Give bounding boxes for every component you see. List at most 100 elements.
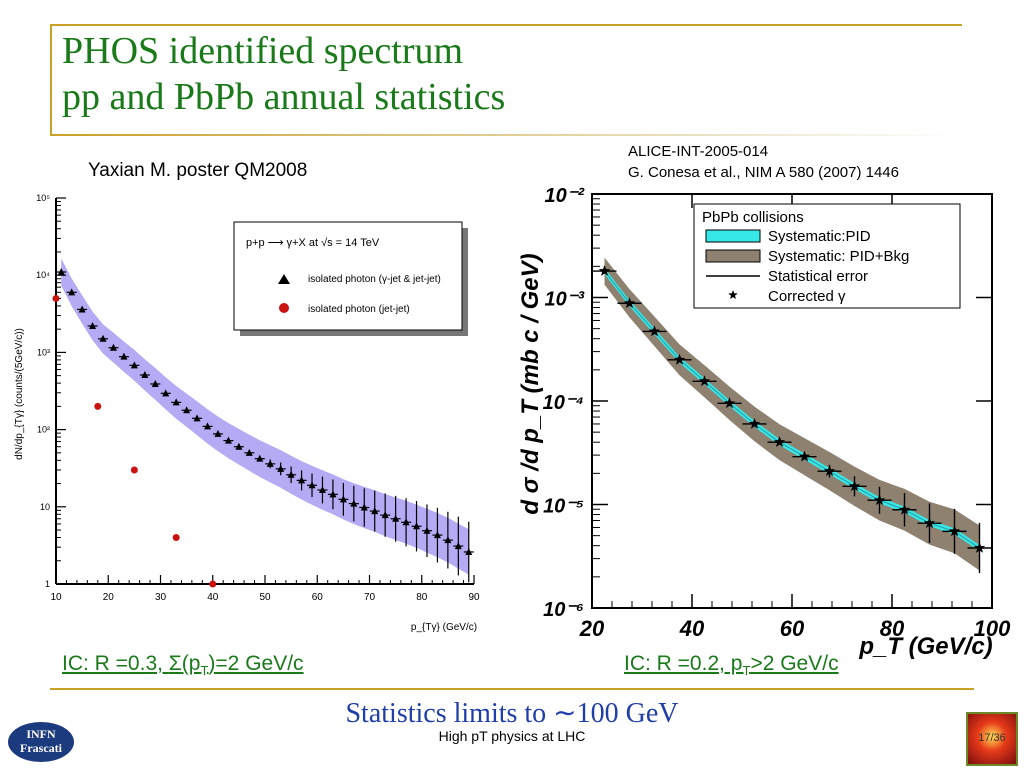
- x-tick-label: 80: [416, 592, 428, 603]
- triangle-point: [287, 470, 295, 478]
- triangle-point: [318, 486, 326, 494]
- x-tick-label: 60: [312, 592, 324, 603]
- triangle-point: [57, 268, 65, 276]
- x-tick-label: 100: [974, 616, 1011, 641]
- triangle-point: [120, 352, 128, 360]
- right-link-prefix: IC: R =0.2, p: [624, 652, 743, 675]
- x-tick-label: 70: [364, 592, 376, 603]
- central-line: [604, 270, 980, 549]
- statistics-text: Statistics limits to ∼100 GeV: [345, 698, 679, 729]
- logo-line1: INFN: [26, 727, 56, 741]
- triangle-point: [350, 499, 358, 507]
- legend-label-jet-jet: isolated photon (jet-jet): [308, 304, 410, 315]
- triangle-point: [392, 514, 400, 522]
- legend-box: [233, 221, 463, 331]
- triangle-point: [444, 536, 452, 544]
- star-point: [798, 450, 811, 462]
- left-link[interactable]: IC: R =0.3, Σ(pT)=2 GeV/c: [62, 652, 304, 678]
- x-tick-label: 40: [207, 592, 219, 603]
- star-point: [623, 297, 636, 309]
- left-rule: [50, 24, 52, 136]
- legend-star-marker: [728, 290, 738, 299]
- red-point: [130, 466, 138, 474]
- logo-line2: Frascati: [20, 741, 62, 755]
- slide-title-line2: pp and PbPb annual statistics: [62, 76, 506, 118]
- right-chart-caption-line1: ALICE-INT-2005-014: [628, 143, 769, 160]
- x-tick-label: 30: [155, 592, 167, 603]
- star-point: [873, 494, 886, 506]
- slide-title: PHOS identified spectrum pp and PbPb ann…: [62, 28, 505, 120]
- y-tick-label: 10⁵: [36, 193, 50, 203]
- x-tick-label: 50: [259, 592, 271, 603]
- page-badge: 17/36: [966, 712, 1018, 766]
- triangle-point: [256, 454, 264, 462]
- systematic-pid-bkg-band: [604, 257, 980, 571]
- right-chart-caption-line2: G. Conesa et al., NIM A 580 (2007) 1446: [628, 164, 899, 181]
- x-tick-label: 40: [679, 616, 705, 641]
- legend-label-corrected: Corrected γ: [768, 288, 846, 305]
- star-point: [673, 353, 686, 365]
- star-point: [848, 480, 861, 492]
- triangle-point: [172, 398, 180, 406]
- triangle-point: [381, 511, 389, 519]
- right-link-sub: T: [742, 663, 751, 679]
- legend-triangle-marker: [278, 274, 290, 284]
- right-link[interactable]: IC: R =0.2, pT>2 GeV/c: [624, 652, 839, 678]
- triangle-point: [214, 429, 222, 437]
- left-link-sub: T: [200, 663, 209, 679]
- legend-swatch-pid-bkg: [705, 249, 761, 263]
- y-tick-label: 10³: [37, 347, 50, 357]
- star-point: [973, 542, 986, 553]
- legend-label-stat: Statistical error: [768, 268, 868, 285]
- star-point: [598, 265, 611, 276]
- star-point: [748, 418, 761, 429]
- triangle-point: [266, 459, 274, 467]
- x-axis-label: p_{Tγ} (GeV/c): [411, 622, 477, 633]
- triangle-point: [89, 321, 97, 329]
- legend-title: PbPb collisions: [702, 209, 804, 226]
- triangle-point: [298, 476, 306, 484]
- triangle-point: [162, 389, 170, 397]
- legend-label-pid-bkg: Systematic: PID+Bkg: [768, 248, 909, 265]
- triangle-point: [413, 522, 421, 530]
- left-link-prefix: IC: R =0.3,: [62, 652, 169, 675]
- x-tick-label: 80: [880, 616, 905, 641]
- legend-title: p+p ⟶ γ+X at √s = 14 TeV: [246, 237, 380, 249]
- y-tick-label: 10⁻⁴: [543, 392, 584, 414]
- footer-text: High pT physics at LHC: [438, 728, 586, 744]
- legend-label-gamma-jet: isolated photon (γ-jet & jet-jet): [308, 274, 441, 285]
- x-tick-label: 60: [780, 616, 805, 641]
- triangle-point: [423, 526, 431, 534]
- x-tick-label: 10: [50, 592, 62, 603]
- star-point: [698, 375, 711, 387]
- uncertainty-band: [61, 258, 469, 575]
- y-axis-label: d σ /d p_T (mb c / GeV): [517, 253, 544, 514]
- triangle-point: [235, 442, 243, 450]
- triangle-point: [68, 288, 76, 296]
- y-tick-label: 10²: [37, 425, 50, 435]
- triangle-point: [78, 305, 86, 313]
- star-point: [723, 397, 736, 409]
- y-tick-label: 10: [40, 502, 50, 512]
- star-point: [823, 465, 836, 476]
- triangle-point: [183, 406, 191, 414]
- triangle-point: [204, 422, 212, 430]
- triangle-point: [402, 518, 410, 526]
- triangle-point: [371, 507, 379, 515]
- y-axis-label: dN/dp_{Tγ} (counts/(5GeV/c)): [14, 328, 25, 460]
- top-rule: [50, 24, 962, 26]
- triangle-point: [193, 414, 201, 422]
- y-tick-label: 10⁻³: [545, 289, 586, 311]
- triangle-point: [109, 343, 117, 351]
- triangle-point: [454, 542, 462, 550]
- triangle-point: [360, 503, 368, 511]
- legend-swatch-pid: [705, 229, 761, 243]
- y-tick-label: 10⁻²: [545, 185, 586, 207]
- red-point: [94, 402, 102, 410]
- red-point: [52, 294, 60, 302]
- slide-title-line1: PHOS identified spectrum: [62, 30, 464, 72]
- red-point: [172, 534, 180, 542]
- x-tick-label: 90: [468, 592, 480, 603]
- star-point: [948, 525, 961, 537]
- sigma-symbol: Σ: [168, 652, 182, 675]
